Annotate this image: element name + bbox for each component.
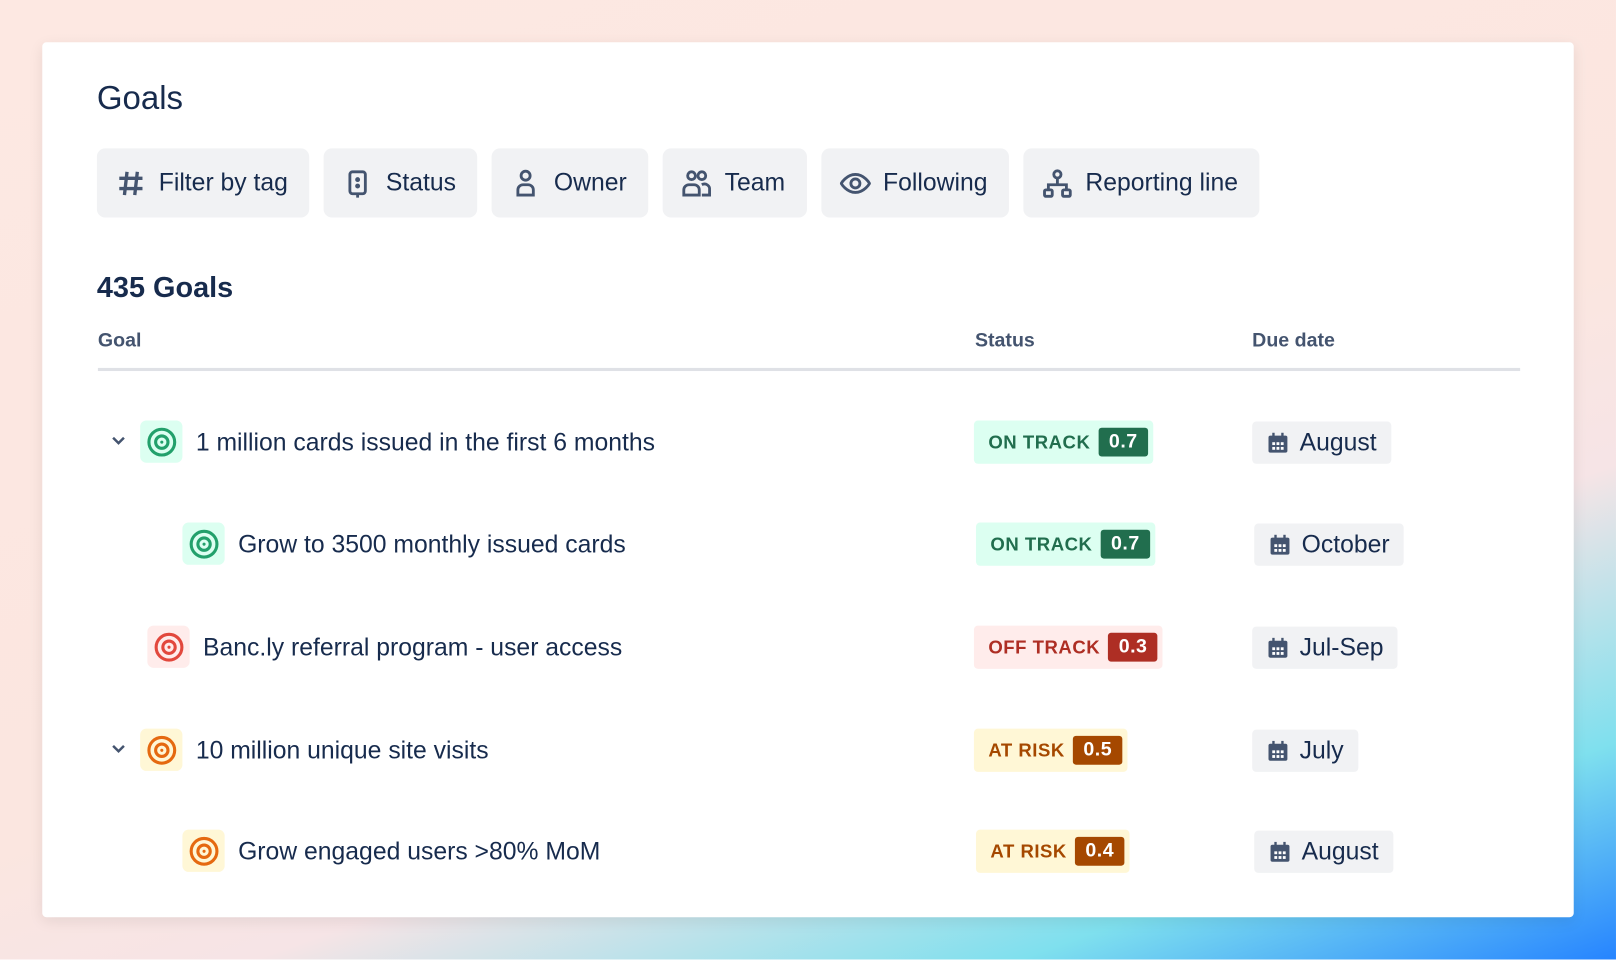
status-score: 0.4	[1075, 836, 1125, 866]
goal-target-icon	[182, 522, 225, 565]
status-lozenge: OFF TRACK 0.3	[973, 625, 1163, 669]
goal-target-icon	[147, 625, 190, 668]
due-date-label: July	[1299, 736, 1344, 765]
filter-label: Filter by tag	[158, 168, 288, 197]
status-score: 0.7	[1098, 427, 1149, 457]
eye-icon	[839, 172, 871, 194]
status-lozenge: AT RISK 0.5	[973, 728, 1128, 772]
goal-target-icon	[182, 829, 225, 872]
following-filter-button[interactable]: Following	[821, 148, 1010, 218]
status-lozenge: ON TRACK 0.7	[973, 420, 1154, 464]
owner-filter-button[interactable]: Owner	[492, 148, 649, 218]
status-lozenge: AT RISK 0.4	[975, 829, 1130, 873]
filter-by-tag-button[interactable]: Filter by tag	[96, 148, 310, 218]
filter-label: Team	[724, 168, 786, 197]
status-label: AT RISK	[988, 739, 1065, 761]
status-label: ON TRACK	[988, 431, 1091, 452]
people-icon	[682, 169, 712, 196]
filter-label: Owner	[553, 168, 627, 197]
status-label: OFF TRACK	[988, 636, 1101, 658]
calendar-icon	[1270, 534, 1290, 555]
goal-row[interactable]: Grow engaged users >80% MoM AT RISK 0.4 Aug…	[42, 829, 1573, 875]
filter-bar: Filter by tag Status Owner Team Followin…	[96, 148, 1260, 218]
due-date-tag[interactable]: August	[1252, 421, 1392, 464]
due-date-label: August	[1301, 837, 1379, 866]
team-filter-button[interactable]: Team	[662, 148, 807, 218]
goal-count: 435 Goals	[96, 271, 234, 303]
calendar-icon	[1268, 740, 1288, 761]
status-lozenge: ON TRACK 0.7	[975, 522, 1156, 566]
goal-name[interactable]: 1 million cards issued in the first 6 mo…	[195, 428, 655, 457]
column-header-goal[interactable]: Goal	[97, 329, 142, 352]
due-date-label: August	[1299, 428, 1377, 457]
goal-target-icon	[140, 420, 183, 463]
due-date-label: Jul-Sep	[1299, 633, 1384, 662]
reporting-line-filter-button[interactable]: Reporting line	[1023, 148, 1260, 218]
goal-name[interactable]: Grow to 3500 monthly issued cards	[238, 530, 626, 559]
hash-icon	[119, 171, 143, 195]
goal-row[interactable]: 1 million cards issued in the first 6 mo…	[42, 420, 1573, 465]
header-divider	[97, 367, 1521, 372]
goal-row[interactable]: 10 million unique site visits AT RISK 0.5 J…	[42, 728, 1573, 774]
column-header-status[interactable]: Status	[974, 329, 1035, 352]
filter-label: Reporting line	[1085, 168, 1239, 197]
column-header-due-date[interactable]: Due date	[1252, 329, 1335, 352]
due-date-tag[interactable]: August	[1254, 830, 1394, 873]
hierarchy-icon	[1043, 168, 1072, 198]
due-date-label: October	[1301, 530, 1390, 559]
goal-name[interactable]: Banc.ly referral program - user access	[203, 633, 623, 662]
person-icon	[516, 169, 536, 196]
goal-row[interactable]: Banc.ly referral program - user access OF…	[42, 625, 1573, 671]
calendar-icon	[1268, 432, 1288, 453]
due-date-tag[interactable]: October	[1254, 523, 1405, 566]
status-score: 0.5	[1073, 735, 1123, 765]
calendar-icon	[1270, 841, 1290, 862]
goals-card: Goals Filter by tag Status Owner Team Fo…	[42, 42, 1574, 918]
goal-name[interactable]: Grow engaged users >80% MoM	[238, 837, 601, 866]
filter-label: Status	[385, 168, 456, 197]
calendar-icon	[1268, 637, 1288, 658]
status-label: AT RISK	[990, 840, 1067, 862]
filter-label: Following	[883, 168, 988, 197]
goal-row[interactable]: Grow to 3500 monthly issued cards ON TRAC…	[42, 522, 1573, 568]
chevron-down-icon[interactable]	[109, 431, 128, 450]
status-score: 0.7	[1100, 529, 1151, 559]
page-title: Goals	[96, 79, 184, 117]
status-filter-button[interactable]: Status	[324, 148, 478, 218]
goal-target-icon	[140, 728, 183, 771]
status-label: ON TRACK	[990, 533, 1093, 554]
due-date-tag[interactable]: July	[1252, 729, 1359, 772]
chevron-down-icon[interactable]	[109, 739, 128, 758]
status-score: 0.3	[1108, 632, 1158, 662]
due-date-tag[interactable]: Jul-Sep	[1252, 626, 1398, 669]
status-icon	[348, 169, 368, 198]
goal-name[interactable]: 10 million unique site visits	[195, 736, 489, 765]
